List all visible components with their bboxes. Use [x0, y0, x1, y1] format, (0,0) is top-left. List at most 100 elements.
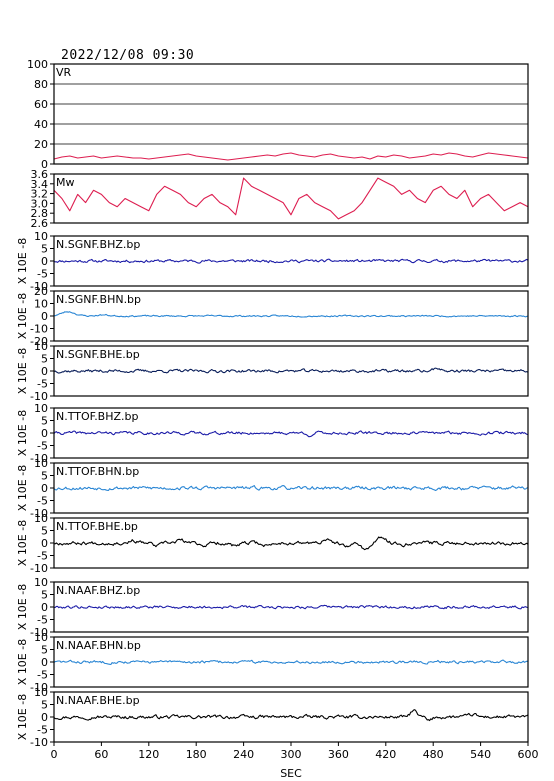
y-tick-label: 60	[34, 98, 48, 111]
y-axis-label: X 10E -8	[16, 639, 29, 685]
y-tick-label: 40	[34, 118, 48, 131]
y-tick-label: -10	[30, 626, 48, 639]
y-tick-label: 0	[41, 537, 48, 550]
series-line	[53, 152, 529, 161]
series-line	[53, 604, 529, 610]
y-tick-label: 0	[41, 310, 48, 323]
y-tick-label: 10	[34, 457, 48, 470]
y-axis-label: X 10E -8	[16, 520, 29, 566]
panel-frame	[53, 63, 529, 165]
x-tick-label: 360	[328, 748, 349, 761]
x-axis-label: SEC	[280, 767, 302, 780]
y-tick-label: -10	[30, 562, 48, 575]
y-tick-label: 5	[41, 470, 48, 483]
y-tick-label: -5	[37, 550, 48, 563]
y-tick-label: 2.8	[31, 207, 49, 220]
y-tick-label: 5	[41, 589, 48, 602]
channel-label: VR	[56, 66, 72, 79]
y-tick-label: -10	[30, 323, 48, 336]
y-tick-label: 0	[41, 255, 48, 268]
y-tick-label: -5	[37, 669, 48, 682]
y-tick-label: 5	[41, 353, 48, 366]
y-tick-label: 5	[41, 644, 48, 657]
y-tick-label: 3.2	[31, 188, 49, 201]
y-tick-label: 0	[41, 601, 48, 614]
x-tick-label: 300	[281, 748, 302, 761]
series-line	[53, 430, 529, 438]
y-tick-label: -5	[37, 440, 48, 453]
y-tick-label: 2.6	[31, 217, 49, 230]
x-tick-label: 540	[470, 748, 491, 761]
y-tick-label: 10	[34, 686, 48, 699]
series-line	[53, 709, 529, 722]
panel-frame	[53, 581, 529, 633]
chart-title: 2022/12/08 09:30	[61, 48, 195, 63]
series-line	[53, 485, 529, 492]
y-axis-label: X 10E -8	[16, 584, 29, 630]
channel-label: N.TTOF.BHN.bp	[56, 465, 139, 478]
y-axis-label: X 10E -8	[16, 348, 29, 394]
y-axis-label: X 10E -8	[16, 694, 29, 740]
panel-frame	[53, 290, 529, 342]
x-tick-label: 120	[138, 748, 159, 761]
channel-label: N.SGNF.BHN.bp	[56, 293, 141, 306]
y-tick-label: -10	[30, 736, 48, 749]
x-tick-label: 180	[186, 748, 207, 761]
panel-frame	[53, 462, 529, 514]
y-tick-label: 5	[41, 699, 48, 712]
panel-frame	[53, 517, 529, 569]
y-tick-label: 5	[41, 415, 48, 428]
y-tick-label: -10	[30, 280, 48, 293]
y-axis-label: X 10E -8	[16, 410, 29, 456]
y-tick-label: -10	[30, 390, 48, 403]
y-tick-label: -10	[30, 507, 48, 520]
x-tick-label: 240	[233, 748, 254, 761]
channel-label: N.TTOF.BHE.bp	[56, 520, 138, 533]
panel-frame	[53, 235, 529, 287]
panel-frame	[53, 173, 529, 224]
y-tick-label: 10	[34, 402, 48, 415]
series-line	[53, 311, 529, 318]
channel-label: N.TTOF.BHZ.bp	[56, 410, 139, 423]
x-tick-label: 420	[375, 748, 396, 761]
y-tick-label: 3.0	[31, 197, 49, 210]
panel-frame	[53, 345, 529, 397]
channel-label: N.SGNF.BHZ.bp	[56, 238, 140, 251]
y-tick-label: 10	[34, 512, 48, 525]
y-tick-label: 100	[27, 58, 48, 71]
y-tick-label: 5	[41, 525, 48, 538]
y-tick-label: 0	[41, 427, 48, 440]
channel-label: N.NAAF.BHN.bp	[56, 639, 141, 652]
series-line	[53, 367, 529, 374]
y-tick-label: 10	[34, 576, 48, 589]
y-tick-label: 3.6	[31, 168, 49, 181]
panel-frame	[53, 407, 529, 459]
y-tick-label: -20	[30, 335, 48, 348]
x-tick-label: 600	[518, 748, 539, 761]
y-tick-label: 3.4	[31, 178, 49, 191]
y-tick-label: 20	[34, 285, 48, 298]
series-line	[53, 258, 529, 264]
channel-label: Mw	[56, 176, 75, 189]
y-tick-label: 0	[41, 482, 48, 495]
y-tick-label: 5	[41, 243, 48, 256]
y-tick-label: -10	[30, 681, 48, 694]
channel-label: N.SGNF.BHE.bp	[56, 348, 140, 361]
y-tick-label: 10	[34, 631, 48, 644]
x-tick-label: 0	[51, 748, 58, 761]
channel-label: N.NAAF.BHE.bp	[56, 694, 140, 707]
y-tick-label: 0	[41, 656, 48, 669]
series-line	[53, 177, 529, 220]
channel-label: N.NAAF.BHZ.bp	[56, 584, 140, 597]
y-tick-label: 0	[41, 711, 48, 724]
y-tick-label: 20	[34, 138, 48, 151]
panel-frame	[53, 636, 529, 688]
y-tick-label: -10	[30, 452, 48, 465]
y-tick-label: -5	[37, 614, 48, 627]
y-tick-label: 10	[34, 298, 48, 311]
y-tick-label: -5	[37, 495, 48, 508]
y-tick-label: -5	[37, 268, 48, 281]
x-tick-label: 480	[423, 748, 444, 761]
y-tick-label: 0	[41, 158, 48, 171]
